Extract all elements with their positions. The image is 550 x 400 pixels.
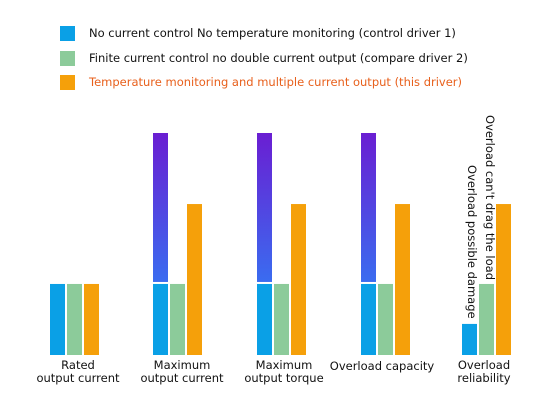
bars bbox=[50, 133, 511, 355]
legend-label: No current control No temperature monito… bbox=[89, 26, 456, 40]
category-label-line: Overload capacity bbox=[329, 359, 435, 373]
bar-control-driver-1 bbox=[462, 323, 477, 355]
bar-this-driver bbox=[84, 283, 99, 355]
bar-compare-driver-2 bbox=[479, 283, 494, 355]
category-label-line: Maximum bbox=[153, 358, 211, 372]
category-label-line: output current bbox=[140, 371, 224, 385]
category-label-line: output torque bbox=[244, 371, 324, 385]
legend-swatch-blue bbox=[60, 25, 75, 41]
annotations: Overload can't drag the load Overload pos… bbox=[465, 115, 497, 319]
legend-item-this-driver: Temperature monitoring and multiple curr… bbox=[60, 74, 462, 90]
bar-control-driver-1 bbox=[153, 283, 168, 355]
category-label-line: Overload bbox=[457, 358, 511, 372]
category-label: Rated output current bbox=[23, 359, 133, 385]
category-label-line: output current bbox=[36, 371, 120, 385]
category-label: Maximum output current bbox=[127, 359, 237, 385]
legend-label: Finite current control no double current… bbox=[89, 51, 468, 65]
bar-control-driver-1 bbox=[50, 283, 65, 355]
legend-item-control-driver-1: No current control No temperature monito… bbox=[60, 25, 456, 41]
bar-this-driver bbox=[395, 204, 410, 355]
legend-label: Temperature monitoring and multiple curr… bbox=[89, 75, 463, 89]
bar-compare-driver-2 bbox=[170, 283, 185, 355]
bar-control-driver-1 bbox=[361, 283, 376, 355]
category-label-line: Rated bbox=[61, 358, 95, 372]
bar-overload-segment bbox=[153, 133, 168, 282]
legend-swatch-orange bbox=[60, 74, 75, 90]
category-label-line: Maximum bbox=[255, 358, 313, 372]
bar-compare-driver-2 bbox=[274, 283, 289, 355]
annotation-text: Overload can't drag the load bbox=[483, 115, 497, 280]
category-label: Overload reliability bbox=[429, 359, 539, 385]
bar-compare-driver-2 bbox=[378, 283, 393, 355]
bar-control-driver-1 bbox=[257, 283, 272, 355]
bar-compare-driver-2 bbox=[67, 283, 82, 355]
annotation-text: Overload possible damage bbox=[465, 165, 479, 319]
category-label: Overload capacity bbox=[327, 360, 437, 373]
legend-item-compare-driver-2: Finite current control no double current… bbox=[60, 50, 468, 66]
category-label-line: reliability bbox=[457, 371, 511, 385]
legend-swatch-green bbox=[60, 50, 75, 66]
bar-this-driver bbox=[496, 204, 511, 355]
bar-overload-segment bbox=[257, 133, 272, 282]
bar-this-driver bbox=[187, 204, 202, 355]
bar-overload-segment bbox=[361, 133, 376, 282]
bar-this-driver bbox=[291, 204, 306, 355]
category-label: Maximum output torque bbox=[229, 359, 339, 385]
